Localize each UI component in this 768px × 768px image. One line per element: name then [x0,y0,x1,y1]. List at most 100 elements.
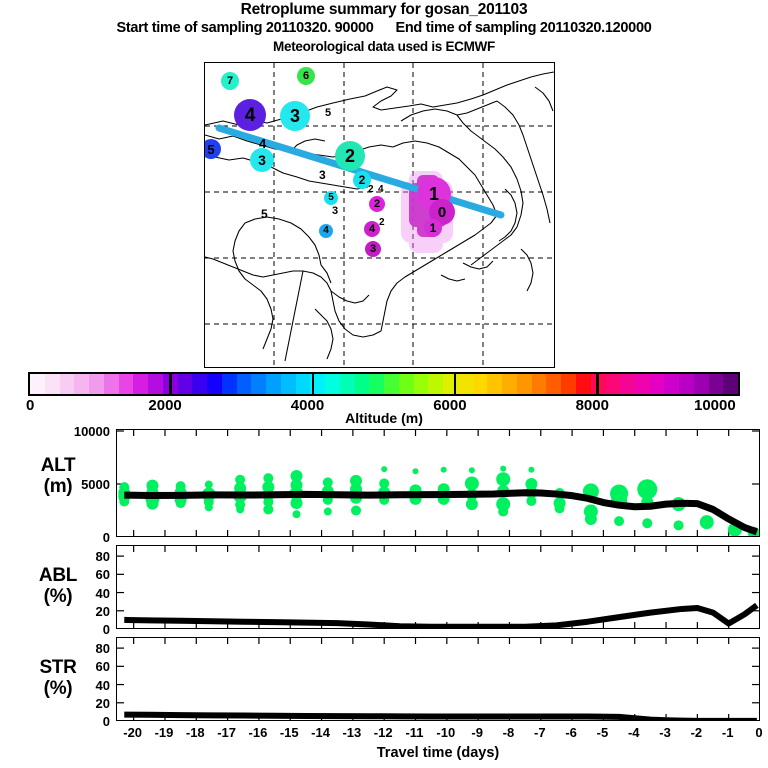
x-tick-label: -20 [123,725,143,740]
map-bubble[interactable]: 1 [424,219,442,237]
scatter-point [323,507,332,516]
map-bubble-label: 2 [344,146,355,166]
scatter-point [236,505,245,514]
mean-value-line [124,711,757,720]
x-tick-label: -9 [471,725,483,740]
colorbar-segment [74,374,89,394]
str-panel[interactable] [116,637,760,721]
x-tick-label: -8 [502,725,515,740]
scatter-point [146,497,159,510]
map-bubble-label: 2 [379,217,385,228]
colorbar-segment [516,374,532,394]
map-bubble[interactable]: 4 [364,221,380,237]
colorbar-segment [531,374,547,394]
map-bubble[interactable]: 2 [353,171,371,189]
scatter-point [235,474,246,485]
map-bubble-label: 0 [437,203,447,221]
map-bubble[interactable]: 2 [335,141,365,171]
scatter-point [584,512,597,525]
altitude-colorbar[interactable] [28,372,740,396]
map-bubble[interactable]: 3 [365,241,381,257]
colorbar-segment [428,374,443,394]
map-bubble[interactable]: 5 [324,191,338,205]
colorbar-segment [634,374,650,394]
y-tick-label: 10000 [73,424,110,439]
mean-value-line [124,602,759,628]
colorbar-segment [708,374,724,394]
colorbar-segment [413,374,429,394]
scatter-point [528,466,535,473]
y-tick-label: 60 [95,567,110,583]
colorbar-segment [339,374,355,394]
map-bubble-label: 5 [261,207,268,221]
colorbar-divider [596,372,599,396]
colorbar-segment [207,374,222,394]
map-bubble-label: 3 [369,242,377,255]
map-bubble[interactable]: 5 [205,139,221,159]
x-tick-label: -13 [342,725,362,740]
x-tick-label: 0 [755,725,763,740]
x-tick-label: -17 [217,725,236,740]
colorbar-segment [723,374,738,394]
colorbar-segment [118,374,134,394]
colorbar-segment [89,374,104,394]
panel-unit: (%) [43,586,73,607]
colorbar-divider [311,372,314,396]
colorbar-tick-label: 8000 [575,397,609,414]
y-tick-label: 40 [95,585,110,601]
map-bubble[interactable]: 7 [221,72,239,90]
colorbar-divider [454,372,457,396]
colorbar-segment [103,374,119,394]
x-tick-label: -19 [154,725,174,740]
map-bubble[interactable]: 3 [250,148,274,172]
scatter-point [465,498,478,511]
scatter-point [350,474,363,487]
colorbar-segment [472,374,488,394]
scatter-point [468,467,475,474]
header-block: Retroplume summary for gosan_201103 Star… [0,0,768,56]
colorbar-segment [266,374,281,394]
map-bubble-label: 5 [325,107,332,119]
colorbar-segment [664,374,679,394]
y-tick-label: 20 [95,695,110,711]
abl-row-label: ABL (%) [6,565,110,607]
scatter-point [642,518,653,529]
colorbar-segment [295,374,311,394]
map-bubble-label: 4 [368,222,376,235]
map-bubble[interactable]: 2 [369,196,385,212]
map-bubble[interactable]: 4 [234,99,266,131]
colorbar-segment [561,374,576,394]
y-tick-label: 80 [95,549,110,565]
x-tick-label: -12 [373,725,393,740]
map-bubble-label: 4 [378,184,384,195]
colorbar-segment [575,374,591,394]
abl-panel[interactable] [116,545,760,629]
map-bubble[interactable]: 4 [319,224,333,238]
colorbar-segment [192,374,207,394]
x-tick-label: -1 [721,725,734,740]
scatter-point [440,466,447,473]
map-bubble-label: 4 [259,136,267,151]
panel-name: ALT [40,455,76,476]
scatter-point [290,497,303,510]
colorbar-segment [280,374,296,394]
map-bubble[interactable]: 3 [280,101,310,131]
x-tick-label: -4 [627,725,640,740]
scatter-point [554,503,565,514]
panel-plot-svg [117,638,759,720]
colorbar-segment [30,374,45,394]
x-tick-label: -11 [405,725,424,740]
page-title: Retroplume summary for gosan_201103 [240,1,528,18]
colorbar-segment [251,374,266,394]
map-bubble[interactable]: 6 [297,67,315,85]
colorbar-tick-label: 10000 [694,397,736,414]
panel-unit: (%) [43,678,73,699]
colorbar-divider [169,372,172,396]
alt-panel[interactable] [116,429,760,537]
colorbar-tick-label: 0 [26,397,35,414]
scatter-point [614,516,625,527]
map-bubble-label: 4 [244,104,256,126]
panel-plot-svg [117,430,759,536]
end-time-label: End time of sampling 20110320.120000 [395,20,652,36]
